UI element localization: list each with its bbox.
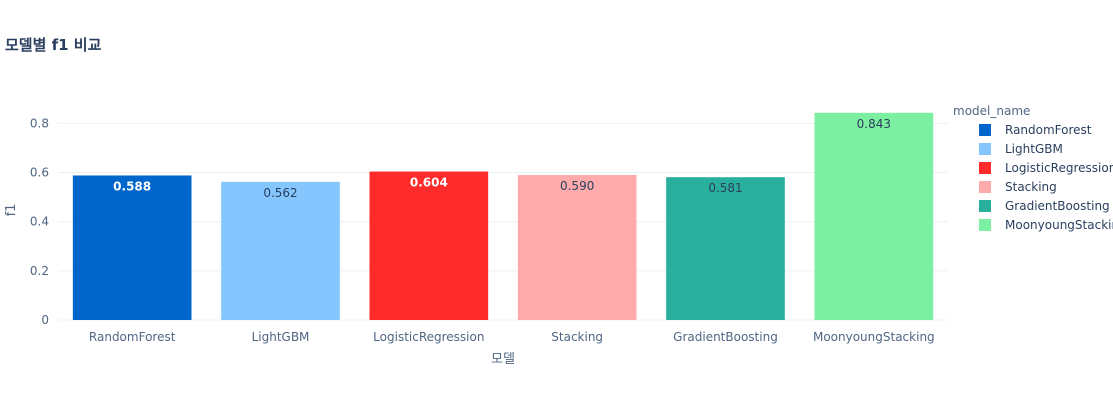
legend-swatch: [979, 219, 991, 231]
bar-value-label: 0.590: [560, 179, 594, 193]
bar-value-label: 0.604: [410, 176, 448, 190]
bar-value-label: 0.843: [857, 117, 891, 131]
chart-title: 모델별 f1 비교: [5, 36, 102, 54]
bars: [72, 112, 934, 320]
y-tick-label: 0.4: [30, 215, 49, 229]
legend-item[interactable]: GradientBoosting: [979, 199, 1110, 213]
legend-label: Stacking: [1005, 180, 1057, 194]
x-tick-label: Stacking: [551, 330, 603, 344]
gridlines: [58, 122, 948, 321]
legend-label: RandomForest: [1005, 123, 1092, 137]
legend-title: model_name: [953, 104, 1030, 118]
legend-item[interactable]: LightGBM: [979, 142, 1063, 156]
y-tick-label: 0.6: [30, 166, 49, 180]
legend-label: MoonyoungStackin: [1005, 218, 1113, 232]
x-axis-title: 모델: [491, 352, 515, 367]
legend-item[interactable]: Stacking: [979, 180, 1057, 194]
x-tick-label: MoonyoungStacking: [813, 330, 935, 344]
legend-swatch: [979, 162, 991, 174]
bar[interactable]: [666, 177, 785, 320]
bar-value-label: 0.588: [113, 179, 151, 193]
x-tick-label: LightGBM: [252, 330, 310, 344]
x-axis-ticks: RandomForest LightGBM LogisticRegression St…: [89, 330, 935, 344]
x-tick-label: LogisticRegression: [373, 330, 484, 344]
x-tick-label: RandomForest: [89, 330, 176, 344]
y-tick-label: 0.2: [30, 264, 49, 278]
legend-item[interactable]: RandomForest: [979, 123, 1092, 137]
legend-label: LogisticRegression: [1005, 161, 1113, 175]
bar[interactable]: [814, 112, 934, 320]
bar-value-label: 0.581: [708, 181, 742, 195]
y-tick-label: 0.8: [30, 116, 49, 130]
bar-value-label: 0.562: [263, 186, 297, 200]
legend-swatch: [979, 181, 991, 193]
legend-swatch: [979, 200, 991, 212]
legend-item[interactable]: MoonyoungStackin: [979, 218, 1113, 232]
legend[interactable]: model_name RandomForest LightGBM LogisticR…: [953, 104, 1113, 232]
data-labels: 0.588 0.562 0.604 0.590 0.581 0.843: [113, 117, 891, 200]
legend-swatch: [979, 124, 991, 136]
legend-label: LightGBM: [1005, 142, 1063, 156]
y-tick-label: 0: [41, 313, 49, 327]
x-tick-label: GradientBoosting: [673, 330, 778, 344]
bar[interactable]: [221, 181, 340, 320]
legend-label: GradientBoosting: [1005, 199, 1110, 213]
bar[interactable]: [517, 174, 637, 320]
bar[interactable]: [369, 171, 489, 320]
legend-swatch: [979, 143, 991, 155]
y-axis-title: f1: [4, 204, 19, 217]
legend-item[interactable]: LogisticRegression: [979, 161, 1113, 175]
bar[interactable]: [72, 175, 192, 320]
y-axis-ticks: 0 0.2 0.4 0.6 0.8: [30, 116, 49, 327]
